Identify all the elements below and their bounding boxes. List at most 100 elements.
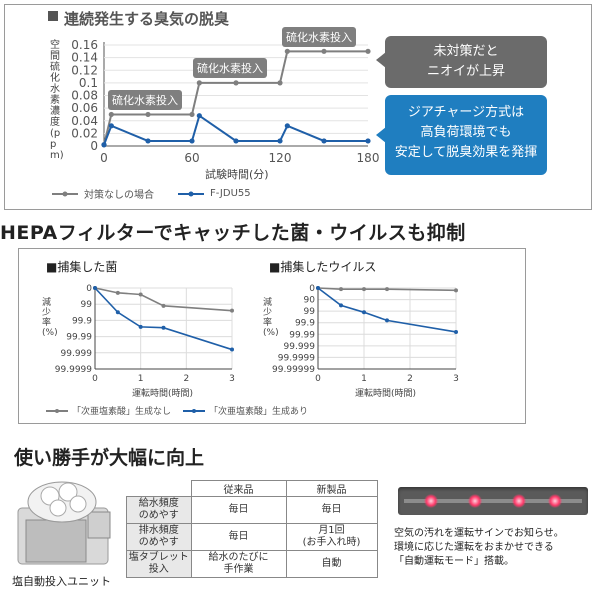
odor-data-point-1	[277, 138, 283, 144]
legend-hypochlorous-label: 「次亜塩素酸」生成あり	[209, 407, 309, 417]
odor-data-point-1	[189, 138, 195, 144]
odor-data-point-0	[145, 111, 151, 118]
odor-chart-title-marker	[48, 11, 58, 21]
table-cell-line: 月1回	[318, 525, 345, 536]
sign-light-strip	[404, 499, 582, 503]
odor-series-line-0	[103, 50, 368, 145]
virus-xlabel: 運転時間(時間)	[355, 389, 417, 399]
salt-unit-illustration	[17, 481, 111, 565]
micro-data-point-0	[339, 287, 343, 292]
micro-y-tick-label: 99	[81, 300, 93, 310]
micro-data-point-1	[339, 303, 343, 308]
odor-y-tick-label: 0.02	[71, 126, 98, 140]
callout-ziacharge-line-2: 高負荷環境でも	[420, 125, 512, 140]
odor-data-point-1	[321, 138, 327, 144]
annotation-h2s-3: 硫化水素投入	[282, 27, 356, 47]
micro-series-line-1	[317, 287, 457, 333]
bacteria-ylabel: 減少率(%)	[42, 298, 58, 338]
table-cell-line: 給水頻度	[138, 498, 179, 509]
micro-data-point-1	[316, 286, 320, 290]
table-cell: 毎日	[190, 523, 287, 551]
usability-banner: 使い勝手が大幅に向上	[14, 447, 205, 469]
annotation-h2s-1: 硫化水素投入	[108, 90, 182, 110]
micro-y-tick-label: 99	[304, 307, 316, 317]
odor-series-line-1	[103, 114, 368, 146]
odor-chart-title: 連続発生する臭気の脱臭	[64, 10, 230, 28]
table-header-empty	[126, 480, 192, 497]
micro-data-point-1	[161, 325, 166, 330]
micro-series-line-1	[94, 287, 233, 351]
micro-data-point-0	[115, 290, 120, 295]
odor-x-tick-label: 60	[184, 151, 199, 165]
odor-data-point-1	[284, 123, 290, 129]
odor-data-point-0	[189, 111, 195, 118]
table-row: 塩タブレット 投入 給水のたびに 手作業 自動	[126, 550, 378, 578]
micro-x-tick-label: 3	[229, 374, 235, 384]
micro-data-point-0	[362, 287, 366, 292]
micro-y-tick-label: 99.999	[284, 342, 316, 352]
table-cell: 月1回 (お手入れ時)	[285, 523, 378, 551]
odor-data-point-0	[233, 80, 239, 86]
callout-untreated-pointer	[376, 52, 386, 68]
micro-data-point-0	[230, 308, 234, 313]
micro-x-tick-label: 0	[92, 374, 98, 384]
micro-data-point-1	[138, 324, 143, 329]
table-cell-line: 手作業	[223, 564, 254, 575]
micro-data-point-1	[115, 310, 120, 315]
micro-y-tick-label: 90	[304, 296, 316, 306]
odor-chart-axes: 00.020.040.060.080.10.120.140.16 0 60 120 18…	[71, 38, 379, 165]
odor-data-point-0	[365, 48, 371, 54]
table-cell: 毎日	[285, 496, 378, 524]
legend-no-hypochlorous-label: 「次亜塩素酸」生成なし	[72, 407, 172, 417]
legend-untreated-swatch	[52, 191, 78, 196]
sign-led-4	[548, 494, 562, 508]
micro-data-point-0	[385, 287, 389, 292]
sign-led-1	[424, 494, 438, 508]
table-cell-line: 自動	[321, 558, 342, 569]
odor-chart: 00.020.040.060.080.10.120.140.16 0 60 120 18…	[71, 38, 379, 165]
comparison-table: 従来品 新製品 給水頻度 のめやす 毎日 毎日 排水頻度 のめやす 毎日 月1回 (お手入れ時)…	[126, 480, 378, 578]
bacteria-xlabel: 運転時間(時間)	[132, 389, 194, 399]
micro-data-point-1	[362, 310, 366, 315]
odor-x-tick-label: 180	[357, 151, 380, 165]
callout-ziacharge-line-3: 安定して脱臭効果を発揮	[394, 145, 538, 160]
micro-y-tick-label: 99.99999	[272, 365, 315, 375]
table-cell: 自動	[285, 550, 378, 578]
table-header-legacy: 従来品	[190, 480, 287, 497]
odor-data-point-0	[284, 48, 290, 54]
micro-data-point-0	[454, 288, 458, 293]
odor-chart-series	[101, 48, 371, 148]
odor-x-tick-label: 120	[269, 151, 292, 165]
salt-unit-caption: 塩自動投入ユニット	[12, 575, 111, 588]
micro-y-tick-label: 99.99	[66, 333, 92, 343]
callout-untreated-line-2: ニオイが上昇	[426, 64, 505, 79]
odor-data-point-1	[101, 142, 107, 148]
micro-y-tick-label: 99.9999	[55, 365, 92, 375]
odor-x-tick-label: 0	[100, 151, 108, 165]
micro-data-point-1	[454, 329, 458, 334]
microbe-legend: 「次亜塩素酸」生成なし 「次亜塩素酸」生成あり	[46, 404, 308, 417]
odor-data-point-0	[196, 80, 202, 86]
legend-fjdu55-swatch	[178, 191, 204, 196]
odor-y-tick-label: 0.16	[71, 38, 98, 52]
micro-y-tick-label: 99.9	[295, 319, 315, 329]
sign-light-bar	[398, 487, 588, 515]
micro-x-tick-label: 2	[407, 374, 413, 384]
odor-y-tick-label: 0.1	[79, 76, 98, 90]
table-cell-line: 塩タブレット	[128, 552, 189, 563]
microbe-panel	[18, 248, 526, 424]
odor-y-tick-label: 0.06	[71, 101, 98, 115]
odor-data-point-0	[108, 111, 114, 118]
table-cell-line: 給水のたびに	[208, 552, 269, 563]
table-cell-line: 毎日	[228, 504, 249, 515]
virus-chart-series	[316, 286, 458, 334]
bacteria-chart-series	[93, 286, 234, 352]
annotation-h2s-2: 硫化水素投入	[193, 58, 267, 78]
micro-x-tick-label: 2	[183, 374, 189, 384]
sign-led-2	[468, 494, 482, 508]
micro-y-tick-label: 99.9999	[278, 353, 315, 363]
odor-data-point-0	[277, 80, 283, 86]
legend-untreated-label: 対策なしの場合	[84, 190, 154, 201]
virus-title-text: 捕集したウイルス	[280, 260, 377, 274]
